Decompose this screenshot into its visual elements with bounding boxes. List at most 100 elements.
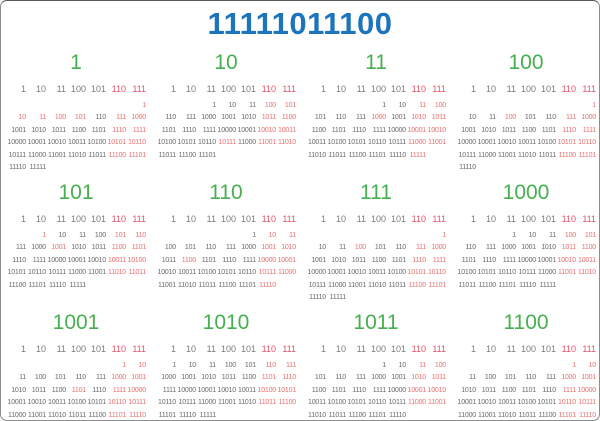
weekday-header-cell: 110 [411, 214, 426, 224]
weekday-header-cell: 100 [220, 344, 236, 354]
day-cell: 11110 [389, 411, 406, 419]
day-cell: 1111 [372, 386, 386, 394]
month-block: 11 1 10 11 100 101 110 111 1 10 11 100 101 110 111 1000… [301, 44, 451, 162]
weekday-header-cell: 101 [540, 84, 556, 94]
weekday-header-cell: 11 [506, 344, 516, 354]
month-label: 10 [214, 51, 238, 74]
day-cell: 1 [212, 101, 216, 109]
day-cell: 10011 [498, 399, 516, 407]
day-cell: 1010 [411, 374, 426, 382]
day-cell: 1010 [31, 126, 46, 134]
day-cell: 10000 [217, 126, 237, 134]
day-cell: 10010 [347, 269, 367, 277]
empty-day-cell [516, 99, 536, 112]
day-cell: 1111 [112, 386, 126, 394]
day-cell: 10 [528, 231, 537, 239]
empty-day-cell [236, 149, 256, 162]
day-cell: 111 [565, 114, 576, 122]
empty-day-cell [406, 292, 426, 305]
day-cell: 1011 [221, 374, 236, 382]
day-cell: 11010 [108, 269, 126, 277]
day-cell: 11 [419, 361, 426, 369]
empty-day-cell [346, 229, 366, 242]
day-cell: 10 [188, 361, 197, 369]
day-cell: 1111 [242, 256, 256, 264]
weekday-header-cell: 10 [485, 214, 496, 224]
day-cell: 10000 [517, 256, 537, 264]
week-row: 1101 1110 1111 10000 10001 10010 10011 [156, 124, 296, 137]
day-cell: 11010 [308, 151, 326, 159]
day-cell: 100 [164, 244, 176, 252]
day-cell: 110 [165, 114, 176, 122]
day-cell: 1100 [111, 244, 126, 252]
month-calendar: 1 10 11 100 101 110 111 1 10 11 100 101 110 111 1000 10… [306, 336, 446, 420]
empty-day-cell [346, 292, 366, 305]
empty-day-cell [256, 149, 276, 162]
day-cell: 1 [252, 231, 256, 239]
month-block: 101 1 10 11 100 101 110 111 1 10 11 100 101 110 111 100… [1, 174, 151, 292]
day-cell: 1101 [461, 256, 476, 264]
day-cell: 11011 [158, 151, 177, 159]
empty-day-cell [106, 162, 126, 175]
week-row: 11110 11111 [306, 292, 446, 305]
day-cell: 1000 [161, 374, 176, 382]
day-cell: 11 [289, 231, 296, 239]
day-cell: 10 [228, 101, 237, 109]
month-label: 11 [365, 51, 387, 74]
weekday-header-cell: 101 [390, 84, 406, 94]
day-cell: 10110 [578, 139, 596, 147]
day-cell: 11010 [48, 411, 66, 419]
empty-day-cell [126, 279, 146, 292]
day-cell: 1011 [501, 126, 516, 134]
day-cell: 1001 [311, 256, 326, 264]
week-row: 11010 11011 11100 11101 11110 [306, 409, 446, 420]
day-cell: 11101 [128, 151, 147, 159]
day-cell: 1001 [51, 244, 66, 252]
empty-day-cell [306, 229, 326, 242]
day-cell: 11111 [409, 151, 427, 159]
weekday-header-cell: 10 [485, 84, 496, 94]
week-row: 11001 11010 11011 11100 11101 11110 [156, 279, 296, 292]
week-row: 1001 1010 1011 1100 1101 1110 1111 [456, 124, 596, 137]
day-cell: 11101 [368, 151, 387, 159]
day-cell: 1110 [482, 256, 496, 264]
day-cell: 1 [572, 361, 576, 369]
month-block: 1011 1 10 11 100 101 110 111 1 10 11 100 101 110 111 10… [301, 304, 451, 420]
weekday-header-cell: 101 [240, 84, 256, 94]
day-cell: 101 [524, 114, 536, 122]
day-cell: 110 [205, 244, 216, 252]
month-label: 1001 [52, 311, 100, 334]
day-cell: 1000 [241, 244, 256, 252]
empty-day-cell [86, 359, 106, 372]
weekday-header-row: 1 10 11 100 101 110 111 [6, 336, 146, 359]
week-row: 101 110 111 1000 1001 1010 1011 [306, 112, 446, 125]
day-cell: 1010 [541, 244, 556, 252]
day-cell: 11110 [129, 411, 146, 419]
weekday-header-cell: 10 [35, 344, 46, 354]
empty-day-cell [326, 359, 346, 372]
day-cell: 10101 [477, 269, 497, 277]
day-cell: 11011 [518, 411, 537, 419]
week-row: 1 10 11 100 [306, 359, 446, 372]
month-block: 110 1 10 11 100 101 110 111 1 10 11 100 101 110 111 100… [151, 174, 301, 292]
weekday-header-cell: 111 [582, 344, 596, 354]
week-row: 1011 1100 1101 1110 1111 10000 10001 [156, 254, 296, 267]
weekday-header-cell: 1 [320, 344, 326, 354]
day-cell: 111 [355, 374, 366, 382]
day-cell: 111 [95, 374, 106, 382]
day-cell: 100 [434, 101, 446, 109]
day-cell: 10 [58, 231, 67, 239]
empty-day-cell [66, 99, 86, 112]
day-cell: 1100 [181, 256, 196, 264]
day-cell: 10 [398, 361, 407, 369]
day-cell: 10010 [27, 399, 47, 407]
day-cell: 101 [74, 114, 86, 122]
day-cell: 10 [588, 361, 597, 369]
day-cell: 100 [484, 374, 496, 382]
day-cell: 11011 [458, 281, 477, 289]
day-cell: 111 [185, 114, 196, 122]
day-cell: 11010 [68, 151, 86, 159]
week-row: 11110 11111 [6, 162, 146, 175]
day-cell: 11010 [368, 281, 386, 289]
day-cell: 11100 [88, 411, 107, 419]
